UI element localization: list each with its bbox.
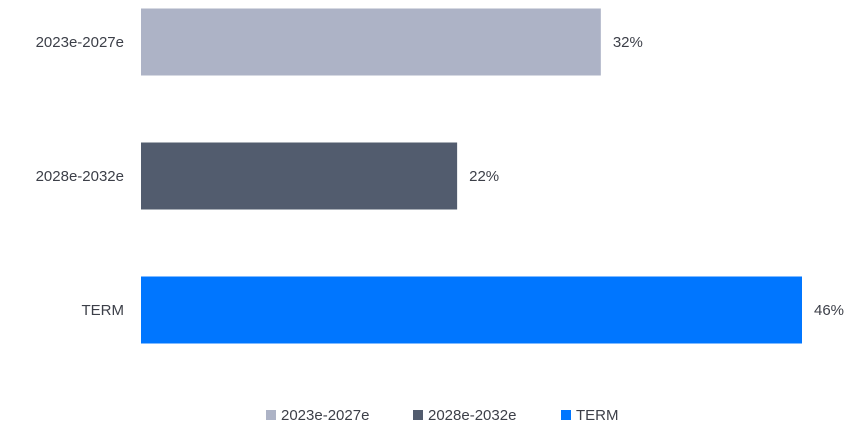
- value-label: 22%: [469, 168, 499, 185]
- category-label: 2023e-2027e: [36, 34, 124, 51]
- legend-label: TERM: [576, 407, 619, 424]
- bar-term: [141, 276, 802, 344]
- bars-group: 2023e-2027e 32% 2028e-2032e 22% TERM 46%: [36, 8, 844, 344]
- category-label: 2028e-2032e: [36, 168, 124, 185]
- bar-2023e-2027e: [141, 8, 601, 76]
- legend-swatch: [266, 410, 276, 420]
- bar-2028e-2032e: [141, 142, 458, 210]
- value-label: 46%: [814, 302, 844, 319]
- legend-label: 2028e-2032e: [428, 407, 516, 424]
- legend-swatch: [413, 410, 423, 420]
- legend-swatch: [561, 410, 571, 420]
- legend: 2023e-2027e 2028e-2032e TERM: [266, 407, 619, 424]
- category-label: TERM: [82, 302, 125, 319]
- legend-label: 2023e-2027e: [281, 407, 369, 424]
- value-label: 32%: [613, 34, 643, 51]
